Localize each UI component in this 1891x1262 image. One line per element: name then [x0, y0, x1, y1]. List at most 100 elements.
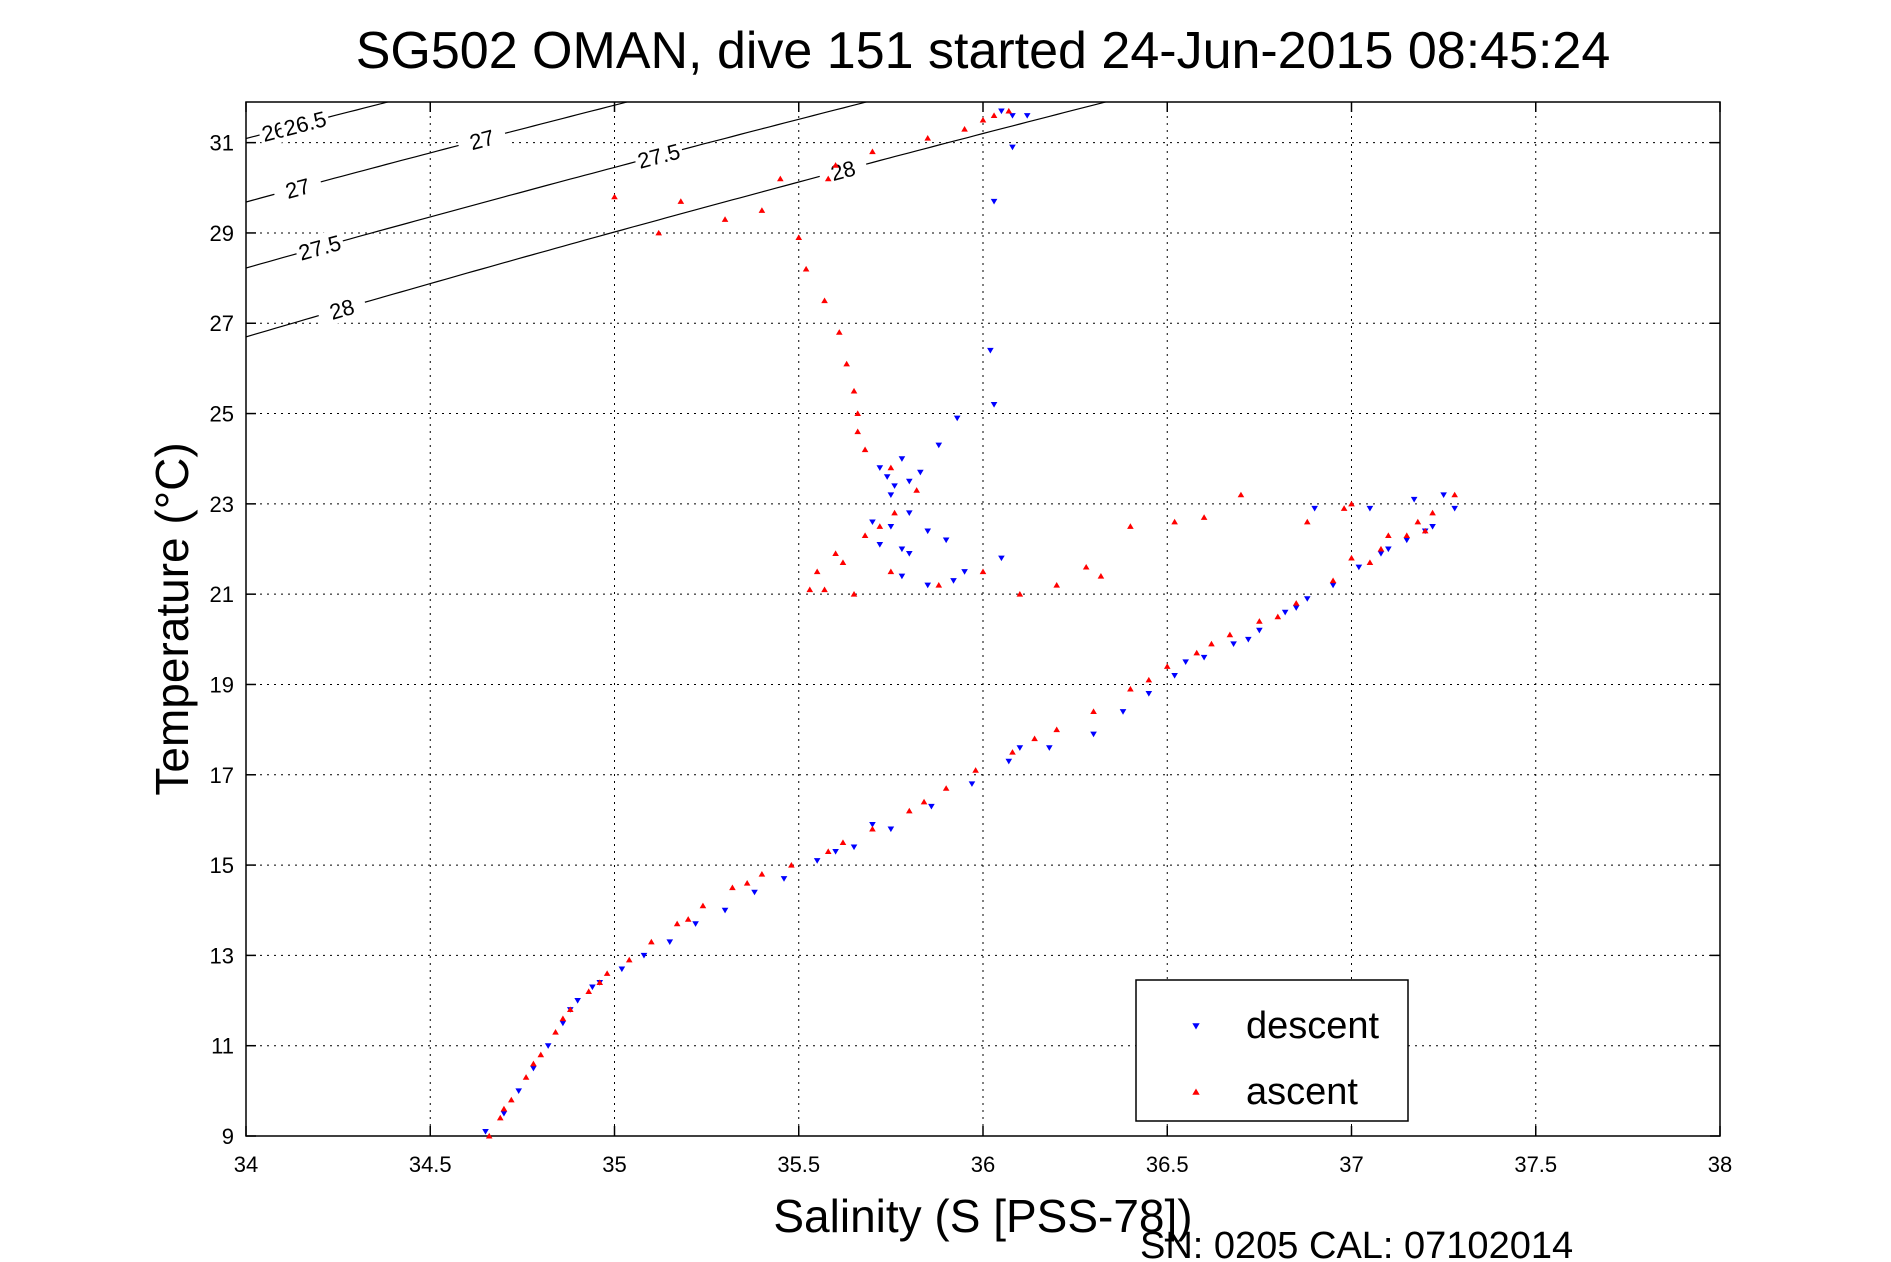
descent-point [869, 821, 876, 828]
ascent-point [758, 870, 766, 877]
descent-point [1200, 654, 1208, 661]
x-tick-label: 38 [1708, 1152, 1732, 1177]
ascent-point [835, 329, 843, 335]
descent-point [1245, 636, 1252, 643]
ascent-point [990, 112, 998, 119]
descent-point [780, 876, 788, 882]
ascent-point [1451, 491, 1458, 498]
descent-point [1451, 505, 1458, 512]
ascent-point [839, 559, 847, 566]
ascent-point [1005, 107, 1013, 114]
descent-point [1005, 758, 1013, 765]
density-contour-27.5 [246, 102, 869, 269]
ascent-point [1031, 735, 1038, 742]
descent-point [850, 844, 858, 851]
descent-point [1046, 745, 1053, 751]
ascent-point [1348, 500, 1355, 507]
descent-point [482, 1129, 489, 1135]
descent-point [961, 569, 968, 575]
x-tick-label: 36.5 [1146, 1152, 1189, 1177]
ascent-point [648, 938, 655, 945]
descent-point [928, 803, 935, 810]
descent-point [869, 519, 876, 526]
descent-point [906, 478, 913, 485]
contour-label-bg [293, 228, 347, 267]
y-tick-label: 9 [222, 1124, 234, 1149]
ascent-point [806, 586, 814, 593]
ascent-point [559, 1015, 567, 1022]
ascent-point [603, 970, 611, 976]
descent-point [618, 966, 626, 973]
x-tick-label: 37 [1339, 1152, 1363, 1177]
ascent-point [824, 848, 832, 855]
ascent-point [887, 464, 895, 471]
ascent-point [500, 1105, 508, 1112]
ascent-point [1274, 613, 1282, 620]
descent-point [1303, 596, 1311, 602]
descent-point [640, 952, 648, 959]
y-tick-label: 17 [210, 763, 234, 788]
descent-point [589, 984, 596, 991]
descent-point [544, 1043, 552, 1049]
y-tick-label: 13 [210, 943, 234, 968]
ascent-point [758, 207, 766, 213]
descent-point [1311, 505, 1318, 512]
ascent-point [824, 175, 832, 182]
serial-calibration-footer: SN: 0205 CAL: 07102014 [1140, 1225, 1573, 1262]
descent-point [883, 474, 891, 480]
ascent-point [821, 586, 828, 593]
descent-point [692, 921, 699, 927]
x-tick-label: 34 [234, 1152, 258, 1177]
ascent-point [850, 591, 858, 597]
legend-marker-descent [1192, 1023, 1200, 1030]
ascent-point [1292, 600, 1300, 606]
descent-point [942, 537, 950, 544]
ascent-point [1403, 532, 1411, 538]
descent-point [935, 442, 943, 449]
descent-point [1171, 672, 1178, 679]
descent-point [1230, 641, 1237, 647]
legend-label-descent: descent [1246, 1005, 1380, 1047]
legend-box [1135, 979, 1409, 1122]
ascent-point [1127, 685, 1134, 692]
ascent-point [485, 1132, 493, 1139]
ascent-point [839, 839, 847, 845]
descent-point [832, 849, 839, 855]
ascent-point [1256, 618, 1263, 624]
legend: descent ascent [1135, 979, 1409, 1122]
ascent-point [1429, 509, 1436, 516]
ascent-point [861, 446, 869, 453]
descent-point [1256, 627, 1263, 634]
ascent-point [906, 807, 913, 814]
ascent-point [1009, 749, 1016, 755]
descent-point [898, 573, 906, 580]
descent-point [1182, 659, 1189, 666]
descent-point [1090, 731, 1097, 738]
contour-label: 27 [467, 125, 497, 155]
ascent-point [777, 175, 784, 182]
ascent-point [802, 265, 810, 272]
density-contour-27 [246, 102, 630, 203]
ascent-point [961, 125, 968, 132]
ascent-point [1171, 518, 1178, 525]
descent-point [887, 826, 895, 833]
descent-point [953, 415, 961, 422]
descent-point [887, 523, 895, 530]
density-contour-28 [246, 102, 1108, 338]
ascent-point [1329, 577, 1337, 584]
descent-point [1016, 745, 1024, 751]
descent-point [1023, 113, 1031, 119]
chart-title: SG502 OMAN, dive 151 started 24-Jun-2015… [356, 22, 1611, 80]
ascent-point [935, 582, 943, 588]
ascent-point [1348, 554, 1355, 561]
descent-point [515, 1088, 522, 1094]
descent-point [924, 582, 932, 589]
descent-point [950, 578, 957, 584]
axis-ticks: 34 34.5 35 35.5 36 36.5 37 37.5 38 9 11 13 15 17 19 21 2… [210, 102, 1732, 1177]
descent-point [924, 528, 932, 535]
ascent-point [1016, 591, 1024, 597]
ascent-point [913, 487, 920, 493]
ascent-point [699, 902, 707, 909]
y-tick-label: 23 [210, 492, 234, 517]
